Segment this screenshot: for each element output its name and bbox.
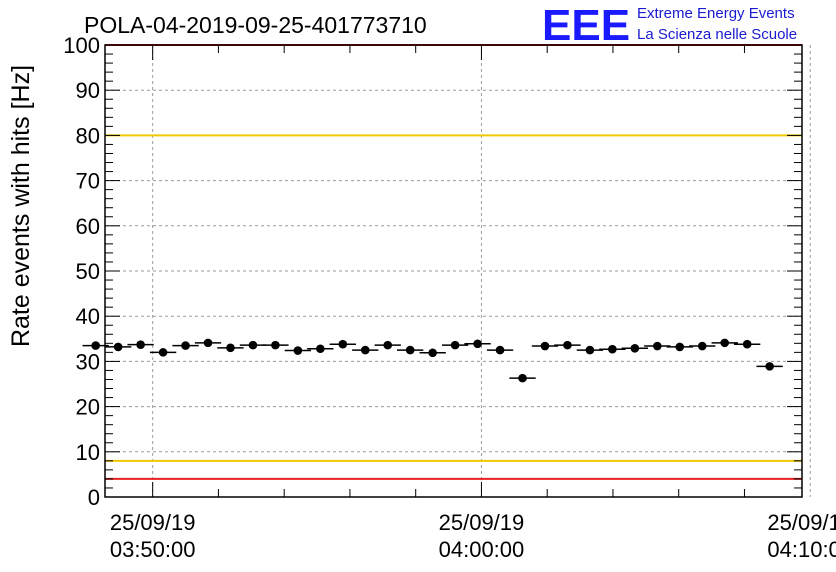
y-tick-label: 50 (76, 259, 100, 284)
y-tick-label: 20 (76, 395, 100, 420)
data-point-marker (226, 343, 235, 353)
data-point-marker (495, 345, 505, 355)
data-points (82, 338, 783, 383)
y-tick-label: 100 (63, 33, 100, 58)
data-point (644, 341, 671, 351)
chart-title: POLA-04-2019-09-25-401773710 (84, 12, 427, 38)
data-point-marker (428, 348, 437, 358)
y-tick-label: 40 (76, 304, 100, 329)
data-point (127, 340, 154, 349)
data-point-marker (136, 340, 145, 349)
y-tick-label: 0 (88, 485, 100, 510)
data-point (284, 346, 312, 355)
data-point (756, 362, 783, 371)
data-point (217, 343, 244, 353)
y-axis-label: Rate events with hits [Hz] (7, 65, 35, 347)
data-point (486, 345, 514, 355)
data-point-marker (158, 348, 168, 357)
data-point (352, 345, 379, 355)
data-point (374, 340, 401, 350)
reference-lines (105, 44, 802, 480)
data-point (329, 339, 356, 349)
data-point-marker (720, 338, 730, 348)
data-point (509, 373, 536, 383)
data-point (419, 348, 446, 358)
data-point-marker (540, 341, 550, 351)
data-point-marker (113, 342, 123, 352)
data-point (711, 338, 738, 348)
data-point (531, 341, 559, 351)
data-point (307, 344, 334, 354)
data-point-marker (675, 342, 685, 352)
data-point-marker (653, 341, 662, 351)
data-point (397, 345, 424, 355)
y-tick-labels: 0 10 20 30 40 50 60 70 80 90 100 (63, 33, 100, 510)
y-tick-label: 90 (76, 78, 100, 103)
grid (105, 45, 811, 497)
data-point (576, 345, 604, 355)
x-tick-date: 25/09/19 (767, 510, 836, 535)
data-point-marker (271, 340, 280, 350)
data-point-marker (338, 339, 348, 349)
x-tick-time: 04:10:00 (767, 537, 836, 562)
data-point (464, 339, 491, 349)
data-point (172, 341, 199, 350)
data-point-marker (608, 344, 617, 354)
data-point (621, 343, 648, 353)
data-point-marker (585, 345, 595, 355)
plot-frame (104, 44, 803, 498)
y-tick-label: 30 (76, 349, 100, 374)
data-point-marker (405, 345, 415, 355)
data-point-marker (181, 341, 190, 350)
data-point-marker (203, 338, 213, 348)
data-point-marker (473, 339, 482, 349)
data-point (666, 342, 693, 352)
data-point-marker (383, 340, 393, 350)
x-tick-time: 04:00:00 (439, 537, 525, 562)
y-tick-label: 10 (76, 440, 100, 465)
x-tick-date: 25/09/19 (439, 510, 525, 535)
x-tick-date: 25/09/19 (110, 510, 196, 535)
data-point-marker (360, 345, 370, 355)
data-point-marker (697, 341, 707, 351)
data-point (554, 340, 581, 350)
data-point-marker (563, 340, 572, 350)
data-point-marker (91, 341, 100, 350)
data-point (149, 348, 177, 357)
data-point (239, 340, 267, 350)
data-point (262, 340, 289, 350)
y-tick-label: 80 (76, 123, 100, 148)
y-tick-label: 60 (76, 214, 100, 239)
y-tick-label: 70 (76, 169, 100, 194)
data-point-marker (316, 344, 325, 354)
data-point (689, 341, 716, 351)
data-point (734, 339, 761, 349)
data-point-marker (248, 340, 258, 350)
x-tick-time: 03:50:00 (110, 537, 196, 562)
data-point (441, 340, 469, 350)
data-point-marker (742, 339, 752, 349)
data-point (82, 341, 109, 350)
data-point-marker (765, 362, 774, 371)
data-point (105, 342, 132, 352)
data-point-marker (518, 373, 527, 383)
data-point-marker (630, 343, 640, 353)
logo-line-2: La Scienza nelle Scuole (637, 26, 797, 43)
x-tick-labels: 25/09/1903:50:0025/09/1904:00:0025/09/19… (110, 510, 836, 562)
data-point-marker (450, 340, 460, 350)
logo-mark: EEE (542, 1, 630, 50)
data-point (194, 338, 222, 348)
data-point-marker (293, 346, 303, 355)
logo-line-1: Extreme Energy Events (637, 5, 795, 22)
data-point (599, 344, 626, 354)
eee-logo: EEE Extreme Energy Events La Scienza nel… (542, 1, 797, 50)
